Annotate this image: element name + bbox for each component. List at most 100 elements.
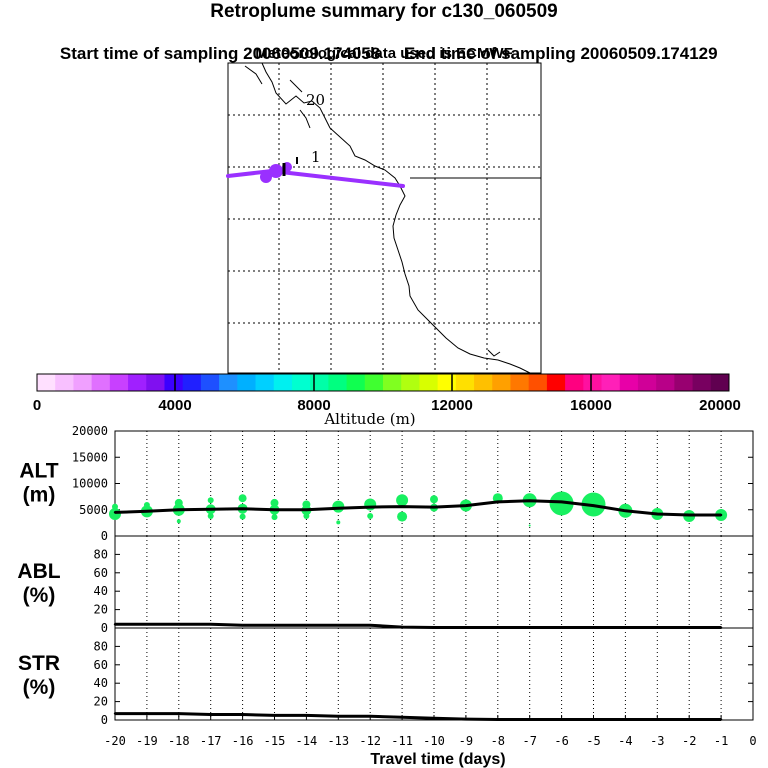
x-tick-label: -2 bbox=[682, 734, 696, 748]
data-point-str bbox=[209, 713, 212, 716]
data-point-abl bbox=[369, 624, 372, 627]
x-tick-label: -14 bbox=[296, 734, 318, 748]
colorbar-cells bbox=[37, 374, 730, 391]
data-point-alt bbox=[337, 506, 340, 510]
colorbar-cell bbox=[310, 374, 329, 391]
colorbar-tick-label: 20000 bbox=[699, 397, 741, 414]
data-point-abl bbox=[241, 624, 244, 627]
x-tick-label: -8 bbox=[491, 734, 505, 748]
colorbar-cell bbox=[637, 374, 657, 391]
plume-blob-2 bbox=[269, 164, 283, 178]
colorbar-cell bbox=[128, 374, 147, 391]
data-point-alt bbox=[305, 508, 308, 511]
altitude-bubble bbox=[336, 520, 341, 525]
chart-title: Retroplume summary for c130_060509 bbox=[210, 1, 558, 22]
colorbar-axis-label: Altitude (m) bbox=[323, 410, 415, 428]
series-line-abl bbox=[115, 622, 722, 629]
colorbar-tick-label: 0 bbox=[33, 397, 41, 414]
colorbar-cell bbox=[619, 374, 639, 391]
y-axis-label: ABL bbox=[17, 560, 60, 583]
x-tick-label: -13 bbox=[327, 734, 349, 748]
y-tick-label: 60 bbox=[94, 658, 108, 672]
x-tick-label: -6 bbox=[554, 734, 568, 748]
altitude-bubble bbox=[396, 494, 409, 507]
data-point-alt bbox=[719, 513, 723, 517]
colorbar-cell bbox=[73, 374, 93, 391]
colorbar-tick-label: 8000 bbox=[297, 397, 330, 414]
day-label-1: 1 bbox=[311, 148, 321, 166]
colorbar-cell bbox=[674, 374, 694, 391]
data-point-abl bbox=[337, 624, 340, 627]
altitude-bubble bbox=[302, 500, 311, 509]
start-time-label: Start time of sampling 20060509.174058 bbox=[59, 44, 381, 63]
x-tick-label: -4 bbox=[618, 734, 632, 748]
data-point-alt bbox=[560, 500, 563, 504]
altitude-bubble bbox=[549, 491, 574, 516]
colorbar-frame bbox=[36, 373, 730, 392]
data-point-str bbox=[113, 712, 117, 715]
x-tick-label: -19 bbox=[136, 734, 158, 748]
colorbar-cell bbox=[182, 374, 202, 391]
colorbar-cell bbox=[656, 374, 675, 391]
colorbar-cell bbox=[273, 374, 293, 391]
colorbar-tick-label: 4000 bbox=[158, 397, 191, 414]
map-panel: 20 1 bbox=[226, 62, 542, 374]
altitude-bubble bbox=[176, 519, 181, 524]
y-tick-label: 5000 bbox=[79, 503, 108, 517]
x-tick-label: -17 bbox=[200, 734, 222, 748]
y-tick-label: 40 bbox=[94, 676, 108, 690]
y-axis-label: (%) bbox=[23, 676, 56, 699]
panel-frame bbox=[114, 535, 754, 629]
data-point-abl bbox=[113, 623, 117, 626]
x-tick-label: -11 bbox=[391, 734, 413, 748]
colorbar-cell bbox=[328, 374, 348, 391]
x-tick-label: -15 bbox=[264, 734, 286, 748]
colorbar-cell bbox=[146, 374, 165, 391]
colorbar-cell bbox=[710, 374, 730, 391]
altitude-bubble bbox=[174, 498, 183, 507]
y-tick-label: 40 bbox=[94, 584, 108, 598]
colorbar-cell bbox=[346, 374, 366, 391]
series-line-alt bbox=[114, 499, 722, 517]
colorbar-cell bbox=[492, 374, 511, 391]
y-tick-label: 60 bbox=[94, 566, 108, 580]
altitude-bubble bbox=[430, 495, 438, 504]
colorbar-cell bbox=[109, 374, 129, 391]
data-point-alt bbox=[496, 500, 499, 504]
colorbar-cell bbox=[510, 374, 530, 391]
altitude-bubble bbox=[238, 494, 247, 503]
colorbar-tick-label: 12000 bbox=[431, 397, 473, 414]
data-point-alt bbox=[688, 513, 691, 517]
altitude-bubble bbox=[367, 513, 374, 520]
data-point-alt bbox=[624, 509, 627, 512]
data-point-alt bbox=[241, 507, 244, 510]
data-point-str bbox=[241, 713, 244, 716]
colorbar-cell bbox=[583, 374, 603, 391]
data-point-alt bbox=[273, 508, 276, 511]
y-tick-label: 10000 bbox=[72, 477, 108, 491]
data-point-alt bbox=[464, 504, 468, 507]
day-label-20: 20 bbox=[306, 91, 325, 109]
altitude-bubble bbox=[207, 497, 214, 504]
data-point-str bbox=[177, 712, 180, 715]
y-tick-label: 20000 bbox=[72, 424, 108, 438]
colorbar-cell bbox=[219, 374, 238, 391]
colorbar-cell bbox=[55, 374, 74, 391]
data-point-abl bbox=[145, 623, 149, 626]
panel-abl: 80 60 40 20 0 ABL(%) bbox=[17, 535, 754, 635]
x-tick-label: -20 bbox=[104, 734, 126, 748]
data-point-alt bbox=[592, 504, 595, 507]
colorbar-cell bbox=[437, 374, 457, 391]
colorbar-cell bbox=[164, 374, 184, 391]
colorbar-cell bbox=[528, 374, 548, 391]
data-point-alt bbox=[177, 508, 180, 511]
data-point-alt bbox=[528, 499, 531, 503]
series-line-str bbox=[115, 712, 722, 721]
coastline bbox=[244, 62, 541, 374]
altitude-bubble bbox=[397, 511, 408, 522]
altitude-bubble bbox=[112, 503, 118, 510]
x-tick-label: -1 bbox=[714, 734, 728, 748]
x-tick-label: -12 bbox=[359, 734, 381, 748]
y-tick-label: 20 bbox=[94, 603, 108, 617]
x-axis-label: Travel time (days) bbox=[370, 751, 505, 768]
